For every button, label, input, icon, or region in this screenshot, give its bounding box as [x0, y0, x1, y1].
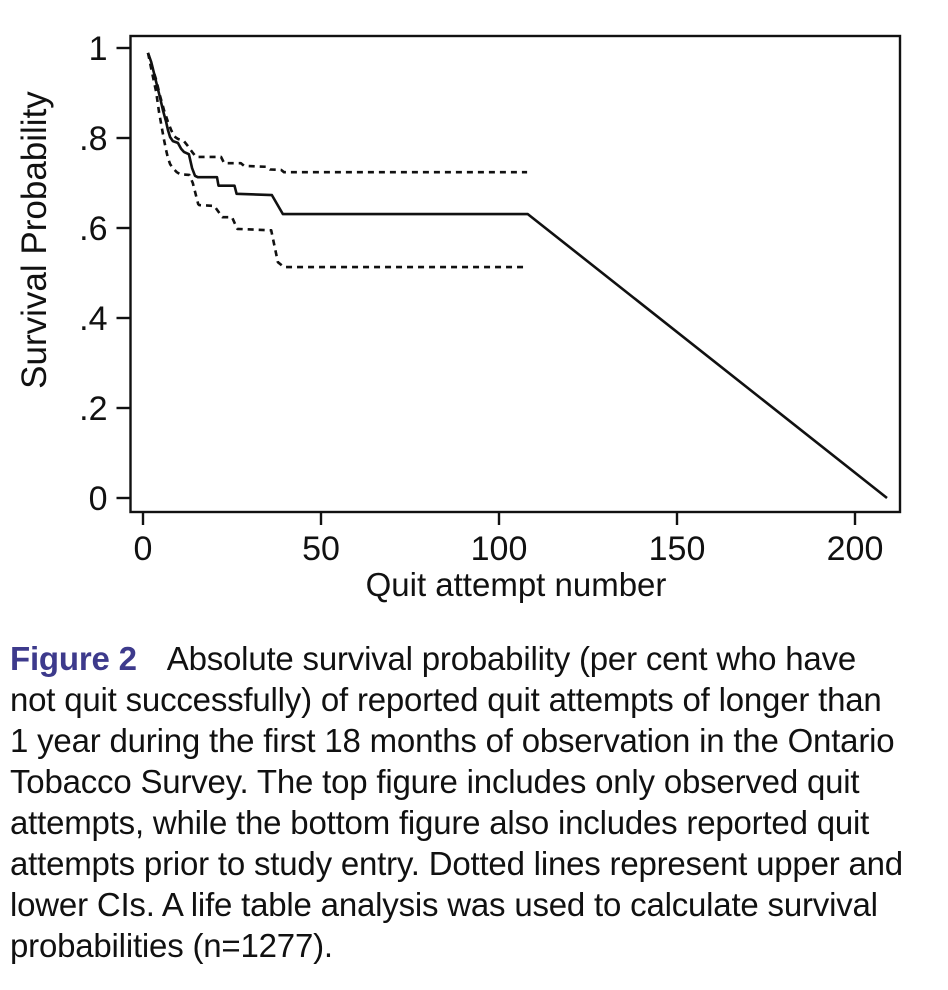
plot-border: [129, 34, 902, 514]
x-axis-label: Quit attempt number: [366, 566, 667, 603]
survival-chart: Survival Probability Quit attempt number…: [15, 30, 902, 603]
caption-first-line-text: Absolute survival probability (per cent …: [166, 640, 857, 677]
caption-line: attempts, while the bottom figure also i…: [10, 804, 870, 841]
caption-line: not quit successfully) of reported quit …: [10, 681, 882, 718]
series-upper_ci: [146, 52, 528, 174]
x-tick-label: 50: [302, 530, 340, 568]
y-axis-label: Survival Probability: [15, 91, 54, 389]
survival-chart-svg: Survival Probability Quit attempt number…: [15, 30, 902, 603]
y-tick-label: 1: [89, 30, 108, 68]
y-tick-label: .4: [79, 300, 107, 338]
figure-label: Figure 2: [10, 640, 137, 677]
y-tick-label: .2: [79, 390, 107, 428]
caption-line: Figure 2 Absolute survival probability (p…: [10, 638, 924, 679]
x-tick-label: 150: [649, 530, 706, 568]
y-tick-label: .8: [79, 120, 107, 158]
caption-line: attempts prior to study entry. Dotted li…: [10, 845, 903, 882]
series-survival_estimate: [146, 52, 888, 500]
x-tick-label: 0: [134, 530, 153, 568]
caption-line: lower CIs. A life table analysis was use…: [10, 886, 878, 923]
series-lower_ci: [146, 52, 528, 269]
y-tick-label: .6: [79, 210, 107, 248]
caption-line: Tobacco Survey. The top figure includes …: [10, 763, 860, 800]
x-tick-label: 200: [827, 530, 884, 568]
caption-line: probabilities (n=1277).: [10, 927, 333, 964]
figure-caption: Figure 2 Absolute survival probability (p…: [0, 612, 948, 966]
x-tick-label: 100: [471, 530, 528, 568]
caption-line: 1 year during the first 18 months of obs…: [10, 722, 895, 759]
y-tick-label: 0: [89, 480, 108, 518]
